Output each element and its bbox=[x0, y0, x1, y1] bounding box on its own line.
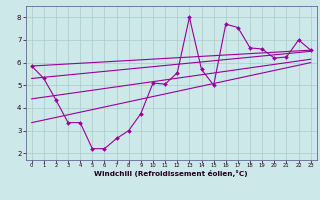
X-axis label: Windchill (Refroidissement éolien,°C): Windchill (Refroidissement éolien,°C) bbox=[94, 170, 248, 177]
